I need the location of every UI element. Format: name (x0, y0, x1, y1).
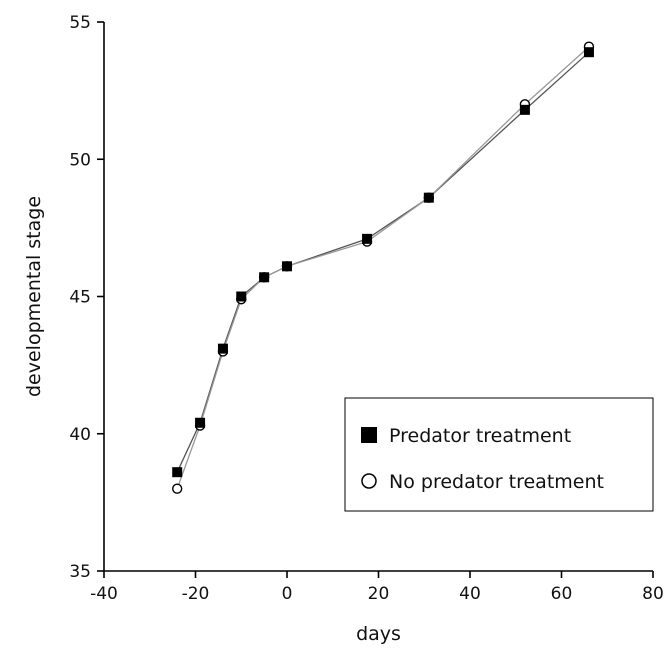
data-point-circle (171, 483, 183, 494)
x-tick-label: -40 (90, 584, 118, 604)
data-point-square (172, 467, 183, 478)
data-point-square (423, 192, 434, 203)
markers-predator (172, 47, 594, 478)
legend: Predator treatment No predator treatment (344, 397, 654, 512)
data-point-square (259, 272, 270, 283)
data-point-square (217, 343, 228, 354)
x-axis-title: days (356, 623, 401, 645)
series-layer (171, 41, 595, 494)
series-line (176, 46, 590, 489)
y-tick-label: 50 (69, 150, 91, 170)
ticks: -40 -20 0 20 40 60 80 35 40 45 50 55 (69, 13, 663, 604)
legend-marker-circle (361, 473, 377, 489)
data-point-square (583, 47, 594, 58)
x-tick-label: 20 (368, 584, 390, 604)
y-tick-label: 40 (69, 425, 91, 445)
legend-label: Predator treatment (389, 425, 571, 447)
y-tick-label: 55 (69, 13, 91, 33)
x-tick-label: 0 (282, 584, 293, 604)
data-point-square (236, 291, 247, 302)
x-tick-label: 80 (642, 584, 664, 604)
legend-label: No predator treatment (389, 471, 604, 493)
data-point-square (282, 261, 292, 272)
series-no-predator (176, 46, 590, 489)
y-tick-label: 35 (69, 562, 91, 582)
legend-box (344, 397, 654, 512)
x-tick-label: 40 (459, 584, 481, 604)
legend-marker-square (361, 427, 377, 443)
y-axis-title: developmental stage (23, 196, 45, 397)
x-tick-label: -20 (182, 584, 210, 604)
y-tick-label: 45 (69, 288, 91, 308)
data-point-square (362, 233, 373, 244)
data-point-square (519, 104, 530, 115)
x-tick-label: 60 (551, 584, 573, 604)
data-point-square (195, 417, 206, 428)
